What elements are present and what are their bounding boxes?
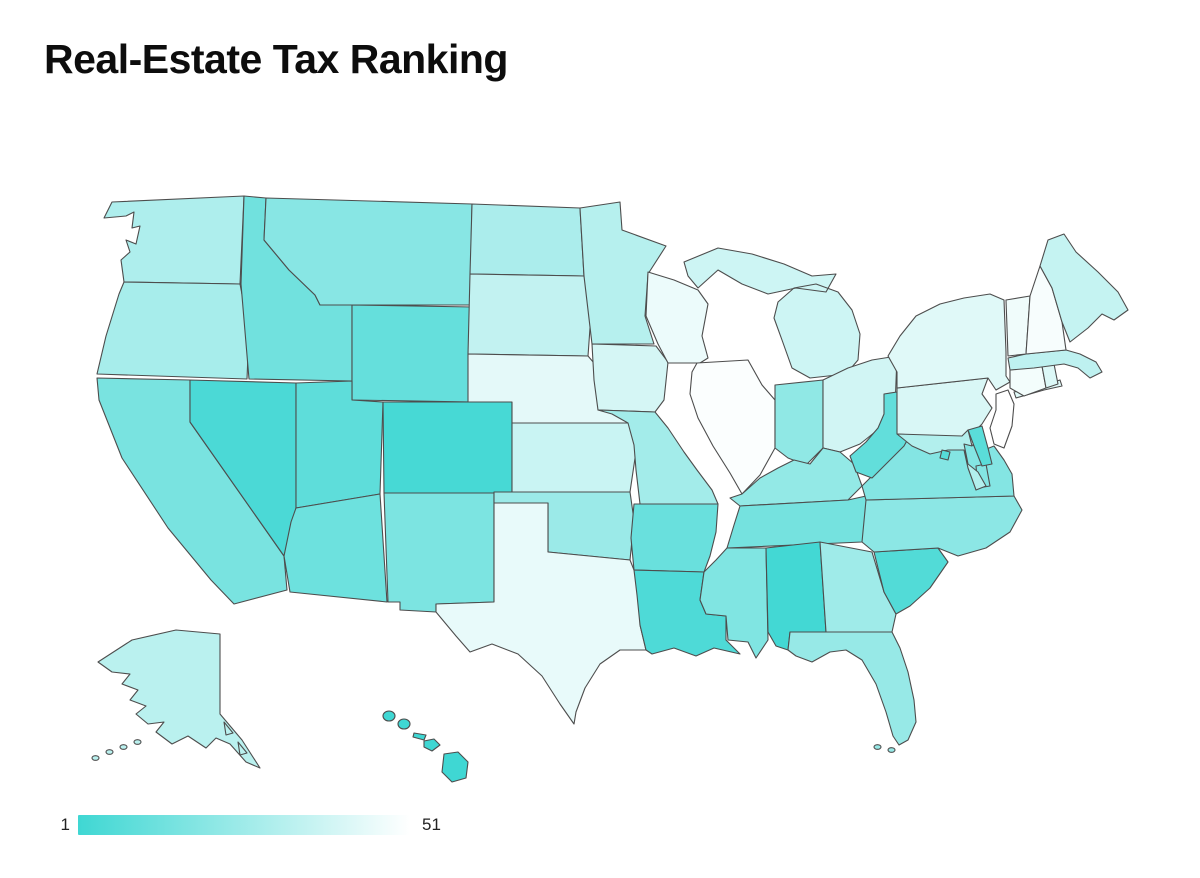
state-or[interactable]: Oregon: 28 [96, 281, 250, 380]
state-co[interactable]: Colorado: 3 [382, 401, 513, 494]
legend-gradient-bar [78, 815, 410, 835]
state-nc[interactable]: North Carolina: 21 [861, 495, 1023, 557]
state-nd[interactable]: North Dakota: 29 [469, 203, 585, 277]
state-ar[interactable]: Arkansas: 12 [630, 503, 719, 573]
color-legend: 1 51 [40, 812, 460, 838]
state-wi[interactable]: Wisconsin: 46 [645, 271, 709, 364]
state-nj[interactable]: New Jersey: 51 [989, 389, 1015, 449]
state-de[interactable]: Delaware: 8 [967, 425, 993, 467]
state-tx[interactable]: Texas: 45 [435, 502, 647, 725]
legend-min-label: 1 [60, 815, 70, 834]
state-ak[interactable]: Alaska: 33 [91, 629, 261, 769]
state-in[interactable]: Indiana: 22 [774, 379, 824, 466]
state-dc[interactable]: District of Columbia: 7 [939, 449, 951, 461]
state-mi[interactable]: Michigan: 38 [683, 247, 861, 379]
state-sd[interactable]: South Dakota: 35 [467, 273, 593, 357]
page-title: Real-Estate Tax Ranking [44, 36, 508, 82]
state-md[interactable]: Maryland: 31 [896, 429, 987, 491]
state-ks[interactable]: Kansas: 37 [511, 422, 639, 493]
state-me[interactable]: Maine: 36 [1039, 233, 1129, 343]
state-il[interactable]: Illinois: 50 [689, 359, 776, 495]
state-fl[interactable]: Florida: 24 [787, 631, 917, 753]
state-hi[interactable]: Hawaii: 1 [382, 710, 469, 783]
state-sc[interactable]: South Carolina: 6 [873, 547, 949, 615]
legend-max-label: 51 [422, 815, 441, 834]
state-wy[interactable]: Wyoming: 11 [351, 304, 474, 403]
state-wa[interactable]: Washington: 30 [103, 195, 245, 285]
state-nm[interactable]: New Mexico: 17 [383, 492, 495, 613]
state-ia[interactable]: Iowa: 40 [591, 343, 669, 413]
state-az[interactable]: Arizona: 13 [283, 493, 388, 603]
